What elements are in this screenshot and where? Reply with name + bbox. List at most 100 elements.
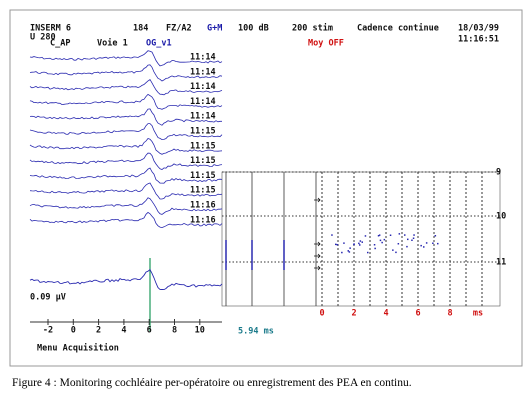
dot xyxy=(359,244,361,246)
menu: Menu Acquisition xyxy=(37,343,119,354)
dot xyxy=(383,238,386,241)
mode: G+M xyxy=(207,24,222,34)
dot xyxy=(423,246,425,248)
trace-time: 11:15 xyxy=(190,171,216,181)
dot xyxy=(373,244,376,246)
trace xyxy=(29,152,223,170)
dot xyxy=(343,242,345,244)
dot xyxy=(347,250,349,252)
trace xyxy=(29,79,223,96)
arrow xyxy=(314,241,321,247)
dot xyxy=(348,251,351,253)
dot xyxy=(335,243,337,246)
stim: 200 stim xyxy=(292,23,333,34)
dot xyxy=(341,251,343,254)
dot xyxy=(359,240,362,242)
dot xyxy=(349,247,351,249)
dot xyxy=(336,244,339,246)
ear: OG_v1 xyxy=(146,39,172,49)
amplitude: 0.09 µV xyxy=(30,293,66,303)
dot xyxy=(378,234,381,236)
x-tick-label: 10 xyxy=(195,326,205,336)
average-trace xyxy=(29,268,223,291)
x-tick-label: 6 xyxy=(147,326,152,336)
unit: U 280 xyxy=(30,33,56,43)
dot xyxy=(425,242,428,244)
trace-time: 11:15 xyxy=(190,141,216,151)
trace xyxy=(29,211,223,229)
right-panel xyxy=(221,171,501,307)
dot xyxy=(398,233,401,235)
dot xyxy=(379,239,382,242)
site: INSERM 6 xyxy=(30,24,71,34)
dot xyxy=(404,234,406,236)
x-tick-label: 8 xyxy=(172,326,177,336)
arrow xyxy=(314,265,321,271)
dot xyxy=(374,247,376,250)
dot xyxy=(406,245,408,248)
trace xyxy=(29,50,223,67)
ms-tick-label: 4 xyxy=(383,309,388,319)
frame xyxy=(9,9,523,367)
row-label: 11 xyxy=(496,258,506,268)
trace xyxy=(29,197,223,215)
trace-time: 11:14 xyxy=(190,97,216,107)
dot xyxy=(420,244,422,247)
trace-time: 11:16 xyxy=(190,201,216,211)
dot xyxy=(358,242,360,245)
average: Moy OFF xyxy=(308,39,344,49)
montage: FZ/A2 xyxy=(166,24,192,34)
trace xyxy=(29,64,223,82)
dot xyxy=(395,251,397,254)
latency: 5.94 ms xyxy=(238,327,274,337)
dot xyxy=(412,237,415,239)
ms-tick-label: 8 xyxy=(447,309,452,319)
number: 184 xyxy=(133,24,148,34)
cadence: Cadence continue xyxy=(357,23,439,34)
arrow xyxy=(314,253,321,259)
trace xyxy=(29,93,223,110)
row-label: 10 xyxy=(496,212,506,222)
dot xyxy=(434,235,437,237)
dot xyxy=(437,242,439,245)
dot xyxy=(367,251,369,254)
trace xyxy=(29,182,223,200)
trace-time: 11:16 xyxy=(190,215,216,225)
clock: 11:16:51 xyxy=(458,35,499,45)
x-tick-label: 2 xyxy=(96,326,101,336)
ms-tick-label: 2 xyxy=(351,309,356,319)
dot xyxy=(389,234,392,236)
dot xyxy=(397,243,400,245)
x-tick-label: 0 xyxy=(71,326,76,336)
trace-time: 11:14 xyxy=(190,82,216,92)
trace xyxy=(29,108,222,126)
screenshot: INSERM 6 184 FZ/A2 G+M 100 dB 200 stim C… xyxy=(9,9,523,367)
trace xyxy=(29,123,223,141)
dot xyxy=(361,241,363,243)
voie: Voie 1 xyxy=(97,38,128,49)
row-label: 9 xyxy=(496,168,501,178)
ms-tick-label: ms xyxy=(473,309,483,319)
date: 18/03/99 xyxy=(458,24,499,34)
ms-tick-label: 0 xyxy=(319,309,324,319)
x-tick-label: 4 xyxy=(121,326,126,336)
dot xyxy=(413,234,415,236)
trace-time: 11:14 xyxy=(190,67,216,77)
x-tick-label: -2 xyxy=(43,326,53,336)
dot xyxy=(407,238,409,241)
level: 100 dB xyxy=(238,24,269,34)
trace-time: 11:15 xyxy=(190,127,216,137)
dot xyxy=(381,241,383,244)
dot xyxy=(353,243,355,246)
trace-time: 11:15 xyxy=(190,186,216,196)
trace xyxy=(29,167,223,184)
dot xyxy=(411,239,413,241)
ms-tick-label: 6 xyxy=(415,309,420,319)
dot xyxy=(392,249,394,251)
trace-time: 11:14 xyxy=(190,112,216,122)
trace-time: 11:15 xyxy=(190,156,216,166)
channel: C_AP xyxy=(50,39,70,49)
trace-time: 11:14 xyxy=(190,53,216,63)
dot xyxy=(364,235,367,237)
